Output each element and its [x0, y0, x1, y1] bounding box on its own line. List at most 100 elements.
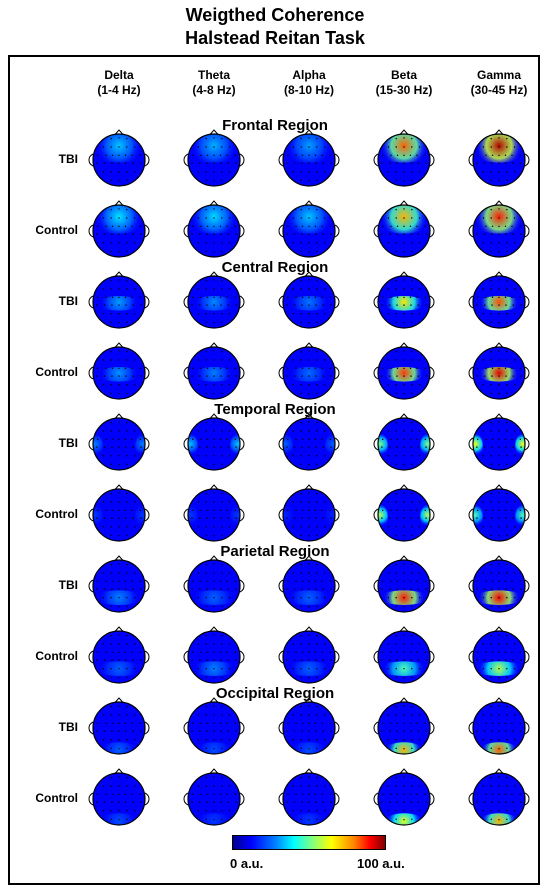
electrode-dot: [300, 208, 302, 211]
right-ear: [144, 295, 150, 309]
nose-marker: [209, 342, 219, 348]
electrode-dot: [300, 526, 302, 528]
electrode-dot: [308, 793, 310, 796]
electrode-dot: [140, 304, 142, 306]
electrode-dot: [506, 634, 508, 637]
electrode-dot: [316, 321, 318, 323]
electrode-dot: [213, 384, 215, 386]
electrode-dot: [484, 375, 486, 377]
electrode-dot: [126, 208, 128, 211]
electrode-dot: [498, 509, 500, 512]
electrode-dot: [316, 739, 318, 741]
electrode-dot: [411, 279, 413, 282]
electrode-dot: [491, 580, 494, 583]
electrode-dot: [425, 517, 427, 519]
electrode-dot: [124, 225, 127, 228]
nose-marker: [209, 129, 219, 135]
electrode-dot: [213, 730, 215, 732]
electrode-dot: [308, 137, 310, 139]
electrode-dot: [395, 739, 397, 741]
electrode-dot: [235, 162, 237, 164]
electrode-dot: [409, 793, 412, 796]
electrode-dot: [197, 242, 200, 244]
electrode-dot: [498, 606, 500, 608]
electrode-dot: [316, 668, 318, 670]
electrode-dot: [219, 367, 222, 370]
electrode-dot: [118, 279, 120, 281]
electrode-dot: [504, 580, 507, 583]
left-ear: [278, 579, 284, 593]
electrode-dot: [292, 359, 295, 361]
electrode-dot: [220, 730, 222, 732]
column-band-name: Theta: [197, 68, 230, 82]
electrode-dot: [292, 171, 295, 173]
electrode-dot: [228, 501, 231, 503]
electrode-dot: [286, 225, 289, 228]
electrode-dot: [387, 171, 390, 173]
electrode-dot: [418, 810, 421, 812]
electrode-dot: [411, 676, 413, 678]
electrode-dot: [387, 384, 390, 386]
electrode-dot: [519, 722, 522, 725]
electrode-dot: [286, 367, 289, 370]
electrode-dot: [491, 438, 494, 441]
electrode-dot: [316, 359, 318, 361]
electrode-dot: [387, 313, 390, 315]
electrode-dot: [506, 350, 508, 353]
electrode-dot: [411, 359, 413, 361]
electrode-dot: [316, 421, 318, 424]
electrode-dot: [323, 643, 326, 645]
electrode-dot: [300, 321, 302, 323]
electrode-dot: [300, 288, 302, 290]
electrode-dot: [213, 279, 215, 281]
electrode-dot: [126, 492, 128, 495]
electrode-dot: [425, 730, 427, 732]
electrode-dot: [316, 705, 318, 708]
electrode-dot: [104, 304, 106, 306]
electrode-dot: [418, 597, 421, 599]
electrode-dot: [301, 367, 304, 370]
electrode-dot: [197, 384, 200, 386]
electrode-dot: [418, 171, 421, 173]
electrode-dot: [411, 171, 413, 173]
electrode-dot: [498, 242, 500, 244]
electrode-dot: [403, 588, 405, 590]
electrode-dot: [513, 313, 516, 315]
electrode-dot: [491, 659, 493, 661]
electrode-dot: [219, 722, 222, 725]
electrode-dot: [498, 563, 500, 565]
electrode-dot: [125, 801, 127, 803]
electrode-dot: [226, 509, 228, 512]
electrode-dot: [111, 651, 114, 654]
electrode-dot: [381, 375, 383, 377]
electrode-dot: [417, 233, 419, 235]
electrode-dot: [132, 517, 134, 519]
electrode-dot: [482, 668, 485, 670]
electrode-dot: [96, 509, 99, 512]
electrode-dot: [308, 668, 310, 670]
electrode-dot: [316, 634, 318, 637]
electrode-dot: [308, 393, 310, 395]
electrode-dot: [498, 572, 500, 574]
electrode-dot: [205, 179, 207, 181]
electrode-dot: [126, 776, 128, 779]
electrode-dot: [227, 588, 229, 590]
row-label-tbi: TBI: [58, 436, 78, 450]
row-label-control: Control: [35, 791, 78, 805]
electrode-dot: [228, 526, 231, 528]
electrode-dot: [213, 322, 215, 324]
electrode-dot: [395, 321, 397, 323]
electrode-dot: [519, 296, 522, 299]
electrode-dot: [330, 304, 332, 306]
electrode-dot: [300, 572, 302, 574]
electrode-dot: [403, 801, 405, 803]
electrode-dot: [126, 384, 128, 386]
topoplot-head: [468, 413, 530, 471]
electrode-dot: [476, 438, 479, 441]
nose-marker: [494, 342, 504, 348]
electrode-dot: [329, 154, 332, 157]
electrode-dot: [323, 785, 326, 787]
electrode-dot: [221, 563, 223, 566]
topoplot-head: [468, 200, 530, 258]
electrode-dot: [96, 225, 99, 228]
